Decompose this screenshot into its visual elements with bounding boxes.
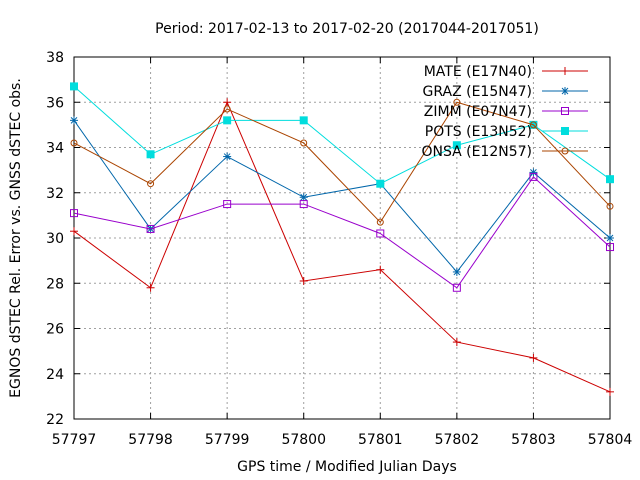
data-point-pots [376, 179, 385, 188]
data-series [70, 82, 614, 396]
y-tick-label: 28 [46, 276, 64, 292]
series-onsa [70, 98, 614, 226]
y-tick-label: 32 [46, 186, 64, 202]
x-tick-labels: 57797 57798 57799 57800 57801 57802 57803 57804 [52, 432, 633, 448]
data-point-onsa [606, 202, 614, 210]
legend-entry-pots: POTS (E13N52) [425, 124, 588, 140]
legend-entry-graz: GRAZ (E15N47) [423, 84, 588, 100]
data-point-pots [299, 116, 308, 125]
data-point-graz [606, 234, 614, 242]
data-point-pots [223, 116, 232, 125]
data-point-mate [606, 387, 614, 396]
y-tick-label: 26 [46, 322, 64, 338]
series-pots [70, 82, 614, 188]
y-tick-label: 22 [46, 412, 64, 428]
y-tick-label: 24 [46, 367, 64, 383]
data-point-graz [223, 152, 232, 161]
legend-marker-zimm [561, 107, 569, 115]
series-mate [70, 98, 614, 396]
series-line-mate [73, 100, 611, 393]
legend-label-graz: GRAZ (E15N47) [423, 84, 533, 100]
y-tick-labels: 22 24 26 28 30 32 34 36 38 [46, 50, 64, 428]
x-tick-label: 57798 [128, 432, 173, 448]
x-axis-label: GPS time / Modified Julian Days [237, 459, 457, 475]
data-point-onsa [223, 105, 231, 113]
data-point-zimm [70, 209, 78, 218]
data-point-mate [146, 283, 155, 292]
series-line-graz [73, 120, 611, 273]
data-point-pots [606, 175, 614, 184]
series-line-pots [73, 86, 611, 185]
data-point-onsa [147, 180, 155, 188]
x-tick-label: 57799 [205, 432, 250, 448]
data-point-mate [223, 98, 232, 107]
series-zimm [70, 172, 614, 292]
data-point-onsa [453, 98, 461, 106]
data-point-onsa [300, 139, 308, 147]
legend-label-onsa: ONSA (E12N57) [421, 144, 532, 160]
x-tick-label: 57804 [588, 432, 633, 448]
x-tick-label: 57802 [435, 432, 480, 448]
data-point-graz [70, 116, 78, 125]
data-point-mate [376, 265, 385, 274]
data-point-pots [452, 141, 461, 150]
data-point-mate [452, 338, 461, 347]
legend-entry-zimm: ZIMM (E07N47) [424, 104, 588, 120]
series-graz [70, 116, 614, 276]
legend-marker-graz [561, 87, 569, 95]
x-tick-label: 57800 [281, 432, 326, 448]
legend-label-zimm: ZIMM (E07N47) [424, 104, 532, 120]
y-axis-label: EGNOS dSTEC Rel. Error vs. GNSS dSTEC ob… [8, 78, 24, 398]
data-point-onsa [376, 218, 384, 226]
legend-marker-onsa [561, 147, 569, 155]
axis-ticks [73, 56, 611, 420]
series-line-zimm [73, 176, 611, 289]
y-tick-label: 38 [46, 50, 64, 66]
data-point-mate [299, 276, 308, 285]
legend-entry-mate: MATE (E17N40) [424, 64, 588, 80]
legend: MATE (E17N40) GRAZ (E15N47) ZIMM (E07N47) P… [421, 64, 588, 160]
data-point-zimm [299, 200, 308, 209]
data-point-pots [146, 150, 155, 159]
data-point-pots [70, 82, 78, 91]
legend-label-pots: POTS (E13N52) [425, 124, 532, 140]
data-point-graz [529, 168, 538, 177]
data-point-zimm [606, 243, 614, 252]
legend-marker-mate [561, 67, 569, 75]
x-tick-label: 57801 [358, 432, 403, 448]
data-point-zimm [529, 172, 538, 181]
chart-title: Period: 2017-02-13 to 2017-02-20 (201704… [155, 21, 539, 37]
data-point-onsa [70, 139, 78, 147]
data-point-graz [452, 267, 461, 276]
legend-marker-pots [561, 127, 569, 135]
data-point-zimm [223, 200, 232, 209]
data-point-onsa [529, 121, 537, 129]
y-tick-label: 36 [46, 95, 64, 111]
data-point-mate [529, 353, 538, 362]
x-tick-label: 57797 [52, 432, 97, 448]
x-tick-label: 57803 [511, 432, 556, 448]
legend-label-mate: MATE (E17N40) [424, 64, 532, 80]
data-point-mate [70, 227, 78, 236]
y-tick-label: 34 [46, 141, 64, 157]
legend-entry-onsa: ONSA (E12N57) [421, 144, 588, 160]
series-line-onsa [73, 101, 611, 223]
data-point-graz [299, 193, 308, 202]
data-point-zimm [376, 229, 385, 238]
data-point-zimm [146, 224, 155, 233]
y-tick-label: 30 [46, 231, 64, 247]
data-point-zimm [452, 283, 461, 292]
